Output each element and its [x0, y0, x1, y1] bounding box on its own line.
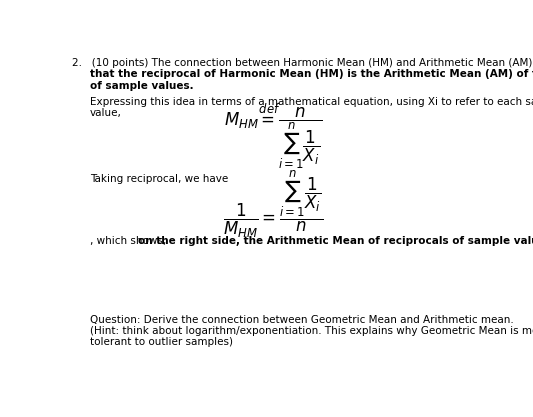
Text: of sample values.: of sample values.: [90, 80, 193, 90]
Text: Expressing this idea in terms of a mathematical equation, using Xi to refer to e: Expressing this idea in terms of a mathe…: [90, 97, 533, 107]
Text: Question: Derive the connection between Geometric Mean and Arithmetic mean.: Question: Derive the connection between …: [90, 315, 513, 325]
Text: Taking reciprocal, we have: Taking reciprocal, we have: [90, 173, 228, 183]
Text: $\dfrac{1}{M_{HM}} = \dfrac{\sum_{i=1}^{n} \dfrac{1}{X_i}}{n}$: $\dfrac{1}{M_{HM}} = \dfrac{\sum_{i=1}^{…: [223, 168, 324, 240]
Text: tolerant to outlier samples): tolerant to outlier samples): [90, 337, 233, 347]
Text: on the right side, the Arithmetic Mean of reciprocals of sample values.: on the right side, the Arithmetic Mean o…: [138, 236, 533, 246]
Text: $M_{HM} \overset{def}{=} \dfrac{n}{\sum_{i=1}^{n} \dfrac{1}{X_i}}$: $M_{HM} \overset{def}{=} \dfrac{n}{\sum_…: [224, 102, 322, 172]
Text: that the reciprocal of Harmonic Mean (HM) is the Arithmetic Mean (AM) of the rec: that the reciprocal of Harmonic Mean (HM…: [90, 69, 533, 79]
Text: , which shows,: , which shows,: [90, 236, 169, 246]
Text: (Hint: think about logarithm/exponentiation. This explains why Geometric Mean is: (Hint: think about logarithm/exponentiat…: [90, 326, 533, 336]
Text: value,: value,: [90, 108, 122, 118]
Text: 2.   (10 points) The connection between Harmonic Mean (HM) and Arithmetic Mean (: 2. (10 points) The connection between Ha…: [72, 58, 533, 68]
